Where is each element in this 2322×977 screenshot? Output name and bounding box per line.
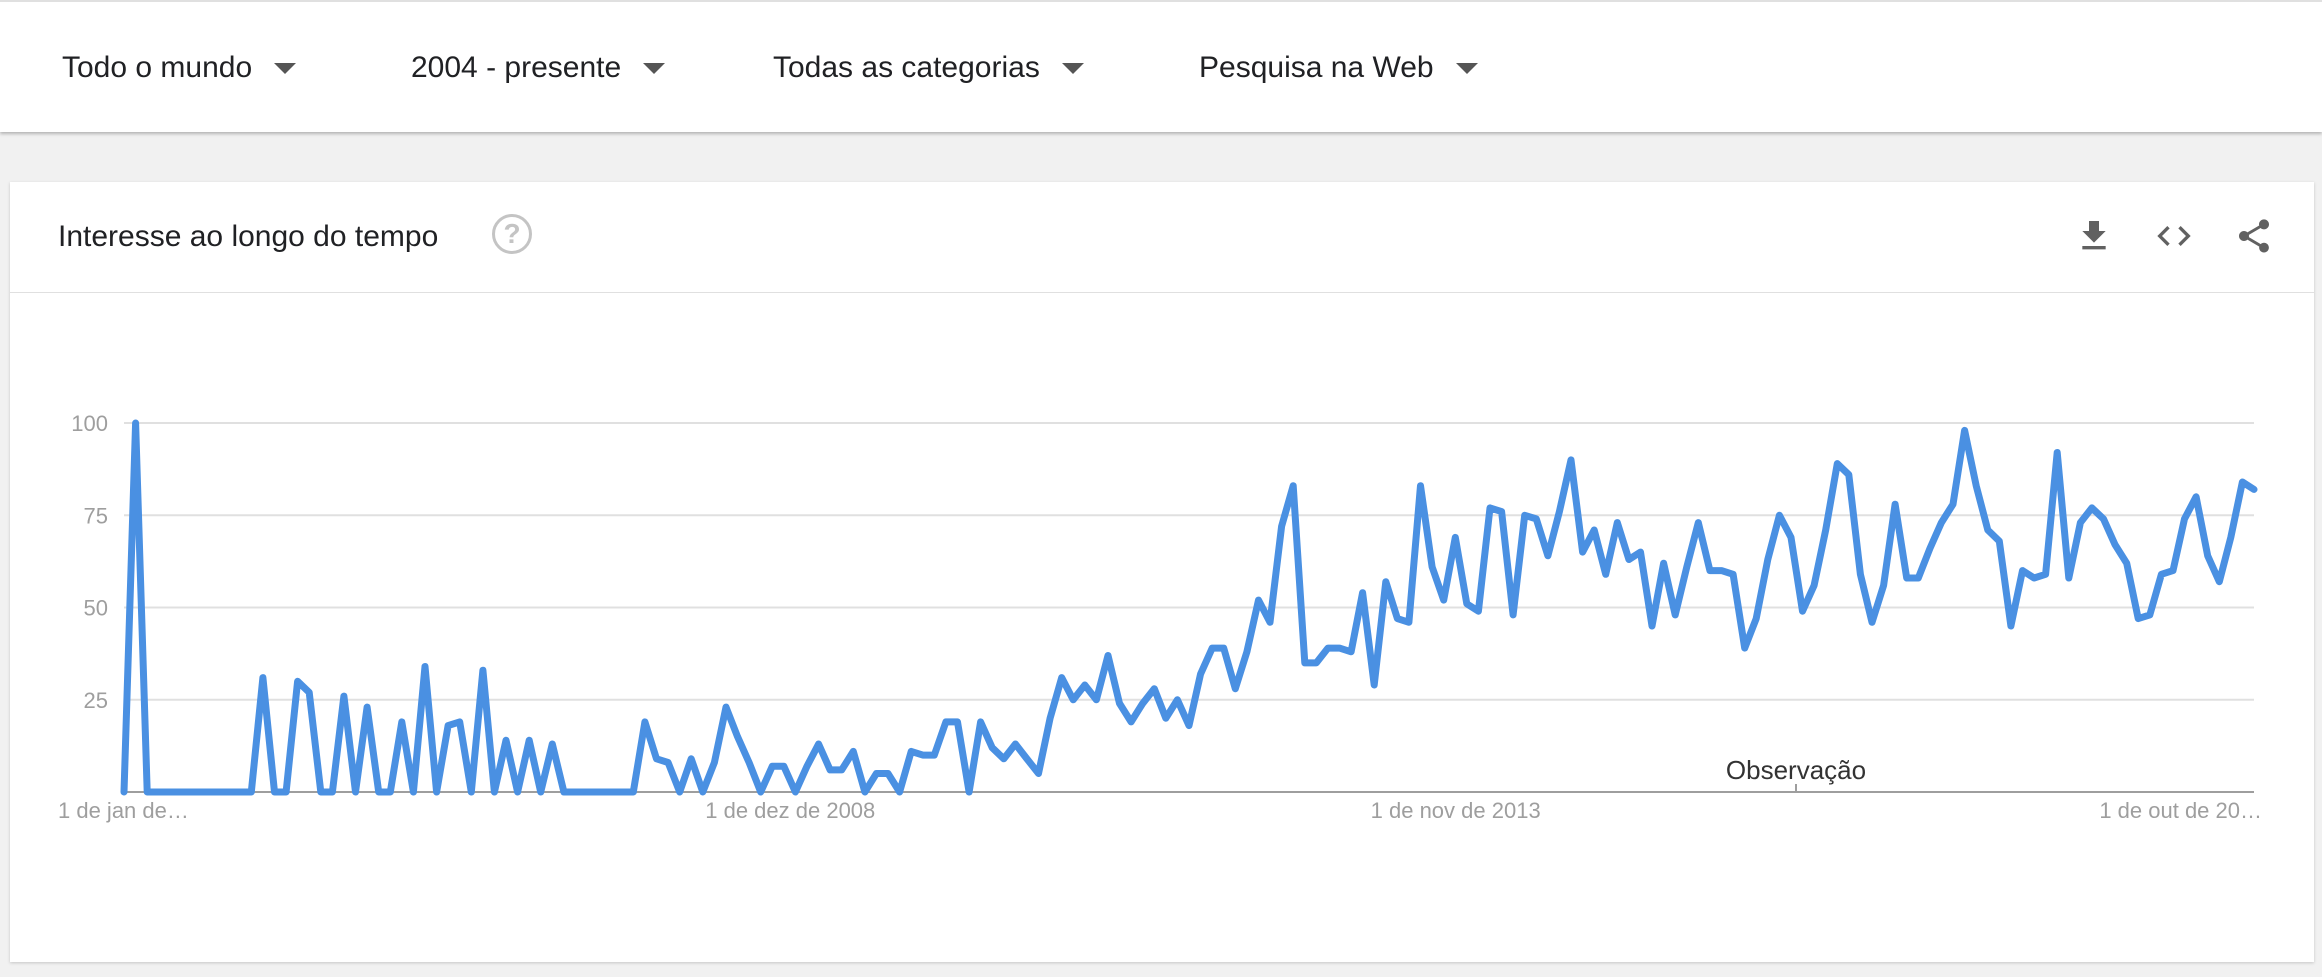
x-tick-label: 1 de dez de 2008: [705, 798, 875, 823]
card-title: Interesse ao longo do tempo: [58, 220, 439, 253]
x-tick-label: 1 de jan de…: [58, 798, 189, 823]
y-tick-label: 50: [84, 596, 108, 621]
period-filter-label: 2004 - presente: [411, 51, 622, 84]
annotations: Observação: [1726, 755, 1866, 792]
y-tick-label: 25: [84, 688, 108, 713]
search-type-filter[interactable]: Pesquisa na Web: [1199, 50, 1478, 86]
region-filter-label: Todo o mundo: [62, 51, 253, 84]
embed-code-icon[interactable]: [2154, 216, 2194, 256]
category-filter[interactable]: Todas as categorias: [773, 50, 1084, 86]
chevron-down-icon: [274, 62, 297, 74]
region-filter[interactable]: Todo o mundo: [62, 50, 297, 86]
x-tick-label: 1 de nov de 2013: [1371, 798, 1541, 823]
chevron-down-icon: [1455, 62, 1478, 74]
category-filter-label: Todas as categorias: [773, 51, 1040, 84]
chevron-down-icon: [1061, 62, 1084, 74]
card-header: Interesse ao longo do tempo ?: [10, 182, 2314, 293]
series-lines: [120, 419, 2258, 796]
y-axis-ticks: 25 50 75 100: [71, 411, 108, 713]
y-tick-label: 75: [84, 503, 108, 528]
x-axis-ticks: 1 de jan de… 1 de dez de 2008 1 de nov de …: [58, 798, 2262, 823]
x-tick-label: 1 de out de 20…: [2099, 798, 2262, 823]
download-icon[interactable]: [2074, 216, 2114, 256]
chevron-down-icon: [643, 62, 666, 74]
y-tick-label: 100: [71, 411, 108, 436]
interest-over-time-card: Interesse ao longo do tempo ?: [10, 182, 2314, 962]
share-icon[interactable]: [2234, 216, 2274, 256]
annotation-label: Observação: [1726, 755, 1866, 785]
period-filter[interactable]: 2004 - presente: [411, 50, 666, 86]
search-type-filter-label: Pesquisa na Web: [1199, 51, 1434, 84]
filter-bar: Todo o mundo 2004 - presente Todas as ca…: [0, 0, 2322, 132]
series-line: [120, 419, 2258, 796]
help-circle-icon[interactable]: ?: [492, 214, 532, 254]
